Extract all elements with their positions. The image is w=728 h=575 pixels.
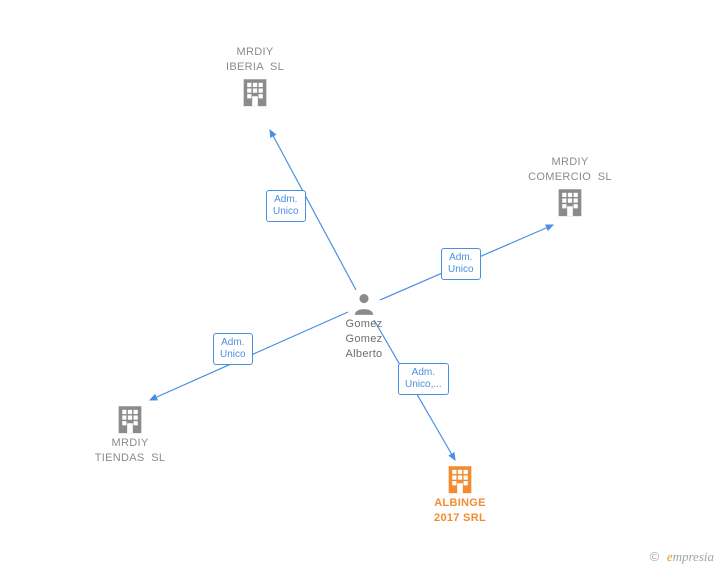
person-icon bbox=[351, 291, 377, 317]
edge-label: Adm. Unico bbox=[213, 333, 253, 365]
person-node[interactable]: Gomez Gomez Alberto bbox=[334, 291, 394, 362]
building-icon bbox=[443, 462, 477, 496]
building-icon bbox=[113, 402, 147, 436]
person-label: Gomez Gomez Alberto bbox=[334, 317, 394, 362]
company-node[interactable]: MRDIY TIENDAS SL bbox=[75, 402, 185, 466]
copyright-symbol: © bbox=[650, 549, 660, 564]
diagram-canvas: Gomez Gomez Alberto MRDIY IBERIA SL MRDIY… bbox=[0, 0, 728, 575]
edge-label: Adm. Unico bbox=[441, 248, 481, 280]
edges-layer bbox=[0, 0, 728, 575]
company-node[interactable]: MRDIY IBERIA SL bbox=[200, 45, 310, 109]
edge-label: Adm. Unico,... bbox=[398, 363, 449, 395]
footer-attribution: © empresia bbox=[650, 549, 714, 565]
company-label: MRDIY IBERIA SL bbox=[200, 45, 310, 75]
company-node[interactable]: ALBINGE 2017 SRL bbox=[405, 462, 515, 526]
company-label: ALBINGE 2017 SRL bbox=[405, 496, 515, 526]
company-node[interactable]: MRDIY COMERCIO SL bbox=[515, 155, 625, 219]
building-icon bbox=[553, 185, 587, 219]
company-label: MRDIY TIENDAS SL bbox=[75, 436, 185, 466]
brand-rest: mpresia bbox=[673, 549, 714, 564]
company-label: MRDIY COMERCIO SL bbox=[515, 155, 625, 185]
building-icon bbox=[238, 75, 272, 109]
edge-label: Adm. Unico bbox=[266, 190, 306, 222]
